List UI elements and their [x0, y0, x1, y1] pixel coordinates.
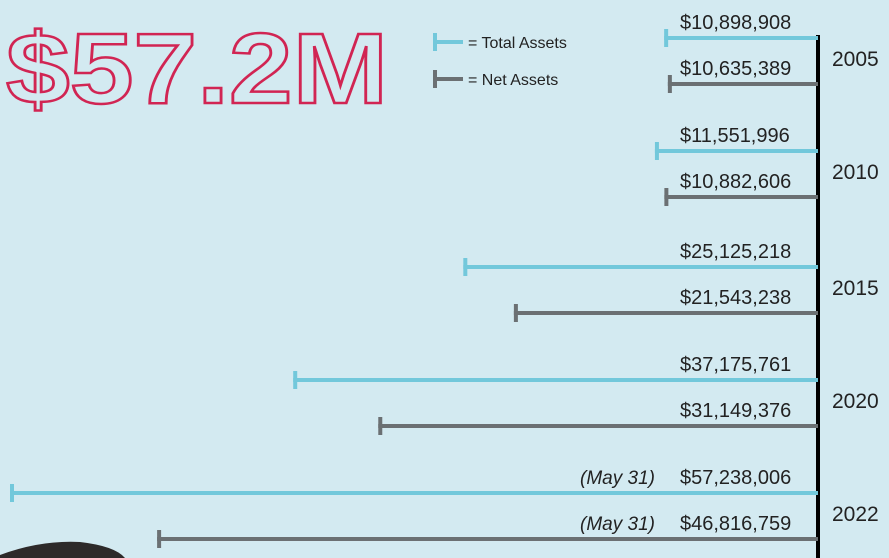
bar-cap [157, 530, 162, 548]
bar [463, 265, 818, 269]
y-tick-label: 2022 [832, 503, 879, 526]
annotation: (May 31) [580, 514, 655, 535]
value-label: $11,551,996 [680, 125, 790, 147]
bar-cap [293, 371, 298, 389]
annotation: (May 31) [580, 468, 655, 489]
bar [664, 36, 818, 40]
value-label: $46,816,759 [680, 513, 791, 535]
bar [664, 195, 818, 199]
bar-cap [463, 258, 468, 276]
bar-cap [664, 29, 669, 47]
bar-cap [667, 75, 672, 93]
bar [654, 149, 818, 153]
value-label: $25,125,218 [680, 241, 791, 263]
value-label: $10,882,606 [680, 171, 791, 193]
legend-label: = Net Assets [468, 72, 558, 89]
y-tick-label: 2005 [832, 48, 879, 71]
bar [667, 82, 818, 86]
value-label: $10,635,389 [680, 58, 791, 80]
value-label: $37,175,761 [680, 354, 791, 376]
bar [513, 311, 818, 315]
value-label: $21,543,238 [680, 287, 791, 309]
bar-cap [10, 484, 14, 502]
bar [293, 378, 818, 382]
photo-fragment [0, 541, 125, 558]
y-tick-label: 2020 [832, 390, 879, 413]
bar-cap [664, 188, 669, 206]
value-label: $10,898,908 [680, 12, 791, 34]
value-label: $57,238,006 [680, 467, 791, 489]
bar [157, 537, 819, 541]
y-tick-label: 2015 [832, 277, 879, 300]
y-tick-label: 2010 [832, 161, 879, 184]
bar [10, 491, 818, 495]
bar-cap [513, 304, 518, 322]
bar [378, 424, 818, 428]
chart-title: $57.2M [6, 13, 388, 125]
bar-cap [378, 417, 383, 435]
value-label: $31,149,376 [680, 400, 791, 422]
legend-label: = Total Assets [468, 35, 567, 52]
bar-cap [654, 142, 659, 160]
